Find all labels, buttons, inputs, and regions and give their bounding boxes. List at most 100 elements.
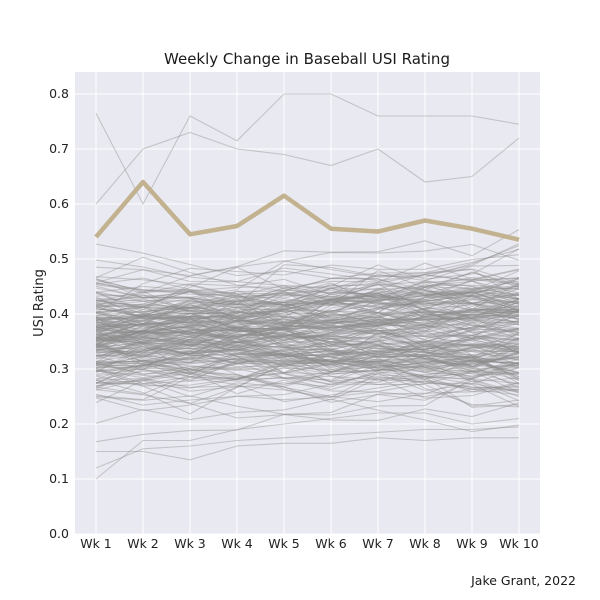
x-tick-label: Wk 8: [409, 536, 441, 551]
series-line: [95, 325, 520, 365]
series-line: [95, 332, 520, 406]
highlight-series-line: [94, 179, 520, 242]
series-line: [95, 326, 520, 355]
series-line: [95, 325, 520, 372]
series-line: [95, 320, 520, 363]
series-line: [95, 283, 520, 320]
series-line: [95, 355, 520, 387]
series-line: [95, 378, 520, 416]
series-line: [95, 293, 520, 333]
series-line: [95, 312, 520, 340]
series-line: [95, 259, 520, 326]
series-line: [95, 310, 520, 369]
series-line: [95, 291, 520, 331]
series-line: [95, 344, 520, 389]
series-line: [95, 327, 520, 343]
series-line: [95, 301, 520, 334]
series-line: [95, 351, 520, 376]
series-line: [95, 278, 520, 311]
series-line: [95, 309, 520, 348]
series-line: [95, 334, 520, 384]
series-line: [95, 334, 520, 383]
series-line: [95, 245, 520, 335]
series-line: [95, 312, 520, 340]
series-line: [95, 389, 520, 443]
series-line: [95, 325, 520, 368]
series-line: [95, 347, 520, 381]
series-line: [95, 279, 520, 301]
series-line: [95, 294, 520, 363]
x-tick-labels: Wk 1 Wk 2 Wk 3 Wk 4 Wk 5 Wk 6 Wk 7 Wk 8 Wk 9 Wk 1…: [80, 536, 539, 551]
series-line: [95, 360, 520, 401]
series-line: [95, 284, 520, 322]
series-line: [95, 322, 520, 370]
series-line: [95, 291, 520, 326]
series-line: [95, 286, 520, 332]
series-line: [95, 327, 520, 367]
series-line: [95, 308, 520, 335]
series-line: [95, 286, 520, 316]
series-line: [95, 285, 520, 306]
series-line: [95, 292, 520, 345]
series-line: [95, 326, 520, 360]
series-line: [95, 256, 520, 292]
y-tick-label: 0.0: [49, 526, 69, 541]
series-line: [95, 337, 520, 385]
series-line: [95, 347, 520, 375]
series-line: [95, 337, 520, 368]
series-line: [95, 343, 520, 376]
x-tick-label: Wk 3: [174, 536, 206, 551]
series-line: [95, 268, 520, 300]
series-line: [95, 315, 520, 352]
series-line: [95, 284, 520, 333]
series-line: [95, 229, 520, 277]
series-line: [95, 281, 520, 313]
series-line: [95, 340, 520, 366]
series-line: [95, 315, 520, 346]
series-line: [95, 350, 520, 375]
series-line: [95, 329, 520, 404]
y-tick-label: 0.1: [49, 471, 69, 486]
series-line: [95, 282, 520, 307]
series-line: [95, 301, 520, 331]
series-line: [95, 344, 520, 392]
series-line: [95, 304, 520, 355]
series-line: [95, 357, 520, 401]
series-line: [95, 295, 520, 338]
series-line: [95, 366, 520, 403]
series-line: [95, 282, 520, 329]
y-tick-label: 0.8: [49, 86, 69, 101]
x-tick-label: Wk 2: [127, 536, 159, 551]
series-line: [95, 336, 520, 368]
series-line: [95, 248, 520, 306]
series-line: [95, 254, 520, 314]
series-line: [95, 313, 520, 361]
series-line: [95, 243, 520, 307]
series-line: [95, 355, 520, 415]
series-line: [95, 294, 520, 324]
series-line: [95, 336, 520, 390]
series-line: [95, 389, 520, 421]
series-line: [95, 322, 520, 380]
series-line: [95, 339, 520, 364]
series-line: [95, 330, 520, 349]
series-line: [95, 364, 520, 382]
series-line: [95, 350, 520, 375]
series-line: [95, 355, 520, 391]
series-line: [95, 308, 520, 357]
series-line: [95, 371, 520, 398]
series-line: [95, 290, 520, 326]
series-line: [95, 270, 520, 344]
series-line: [95, 320, 520, 372]
y-tick-label: 0.5: [49, 251, 69, 266]
x-tick-label: Wk 1: [80, 536, 112, 551]
series-line: [95, 274, 520, 333]
series-line: [95, 323, 520, 357]
series-line: [95, 343, 520, 388]
series-line: [95, 353, 520, 380]
series-line: [95, 341, 520, 408]
series-line: [95, 368, 520, 403]
series-line: [95, 311, 520, 365]
series-line: [95, 357, 520, 381]
y-tick-label: 0.3: [49, 361, 69, 376]
